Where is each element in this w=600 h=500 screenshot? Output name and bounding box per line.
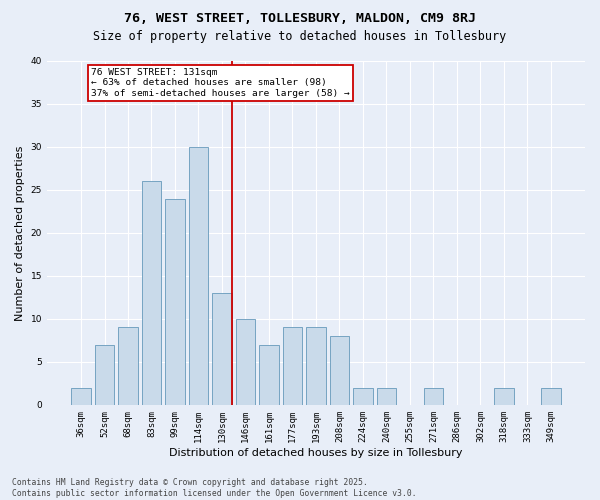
Y-axis label: Number of detached properties: Number of detached properties [15,145,25,320]
Bar [212,293,232,405]
Bar [71,388,91,405]
Text: Contains HM Land Registry data © Crown copyright and database right 2025.
Contai: Contains HM Land Registry data © Crown c… [12,478,416,498]
Bar [95,344,114,405]
Text: 76, WEST STREET, TOLLESBURY, MALDON, CM9 8RJ: 76, WEST STREET, TOLLESBURY, MALDON, CM9… [124,12,476,26]
Bar [330,336,349,405]
Bar [259,344,278,405]
Bar [166,198,185,405]
Bar [307,328,326,405]
Text: Size of property relative to detached houses in Tollesbury: Size of property relative to detached ho… [94,30,506,43]
Bar [353,388,373,405]
X-axis label: Distribution of detached houses by size in Tollesbury: Distribution of detached houses by size … [169,448,463,458]
Bar [189,147,208,405]
Bar [142,182,161,405]
Bar [494,388,514,405]
Bar [541,388,560,405]
Bar [377,388,396,405]
Bar [236,319,255,405]
Bar [118,328,137,405]
Bar [424,388,443,405]
Text: 76 WEST STREET: 131sqm
← 63% of detached houses are smaller (98)
37% of semi-det: 76 WEST STREET: 131sqm ← 63% of detached… [91,68,350,98]
Bar [283,328,302,405]
